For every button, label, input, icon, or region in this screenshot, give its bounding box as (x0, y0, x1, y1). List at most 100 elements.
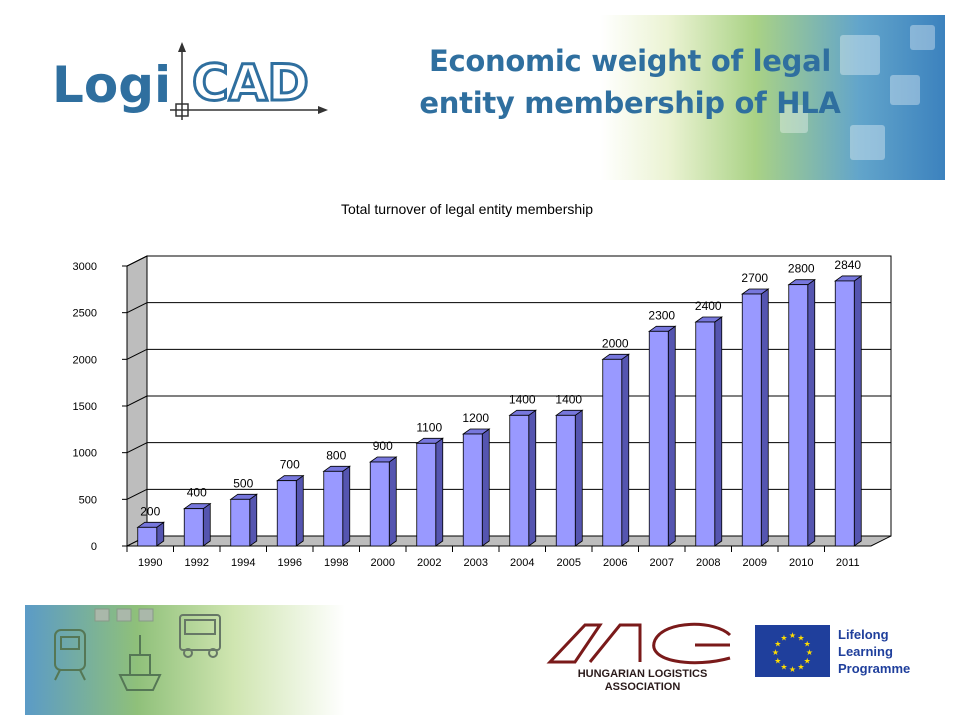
x-tick-label: 2002 (417, 557, 441, 569)
bar (276, 480, 297, 547)
gridline-side (126, 302, 148, 314)
y-tick-label: 0 (91, 541, 97, 553)
x-tick-label: 2003 (464, 557, 488, 569)
bar-side (202, 502, 211, 547)
eu-star-icon: ★ (789, 665, 796, 674)
gridline-side (126, 488, 148, 500)
x-tick-label: 1996 (278, 557, 302, 569)
gridline-side (126, 442, 148, 454)
chart-area: Total turnover of legal entity membershi… (20, 180, 935, 600)
llp-line-3: Programme (838, 661, 911, 676)
ship-icon (118, 635, 162, 691)
y-tick-label: 2000 (73, 354, 97, 366)
data-label: 500 (233, 476, 253, 490)
x-tick-label: 2005 (557, 557, 581, 569)
data-label: 2300 (648, 308, 675, 322)
data-label: 900 (373, 439, 393, 453)
llp-line-1: Lifelong (838, 627, 889, 642)
bar-chart: Total turnover of legal entity membershi… (73, 201, 892, 569)
bar (230, 498, 251, 547)
x-tick-label: 1990 (138, 557, 162, 569)
eu-flag-icon: ★ ★ ★ ★ ★ ★ ★ ★ ★ ★ ★ ★ (755, 625, 830, 677)
y-tick-label: 1500 (73, 401, 97, 413)
data-label: 2800 (788, 262, 815, 276)
bar-side (807, 278, 816, 547)
data-label: 2000 (602, 336, 629, 350)
hla-name: HUNGARIAN LOGISTICS ASSOCIATION (545, 668, 740, 694)
bar (323, 470, 344, 547)
bar (834, 280, 855, 547)
x-tick-label: 1992 (185, 557, 209, 569)
eu-star-icon: ★ (804, 640, 811, 649)
arrow-icons (94, 608, 154, 622)
hla-line-1: HUNGARIAN LOGISTICS (577, 668, 708, 680)
bar-side (574, 409, 583, 547)
bar-side (714, 316, 723, 547)
bar (462, 433, 483, 547)
x-tick-label: 2008 (696, 557, 720, 569)
data-label: 700 (280, 458, 300, 472)
data-label: 200 (140, 504, 160, 518)
bar-side (435, 437, 444, 547)
bar (509, 414, 530, 547)
eu-star-icon: ★ (806, 648, 813, 657)
hla-logo (546, 622, 732, 665)
eu-star-icon: ★ (797, 633, 804, 642)
train-icon (54, 629, 86, 681)
y-tick-label: 500 (79, 494, 97, 506)
bar (788, 284, 809, 547)
eu-star-icon: ★ (804, 657, 811, 666)
x-tick-label: 2000 (371, 557, 395, 569)
x-tick-label: 1998 (324, 557, 348, 569)
hla-line-2: ASSOCIATION (604, 681, 681, 693)
llp-logo-text: Lifelong Learning Programme (838, 626, 948, 677)
eu-star-icon: ★ (789, 631, 796, 640)
eu-star-icon: ★ (774, 657, 781, 666)
x-tick-label: 2011 (836, 557, 860, 569)
gridline-side (126, 255, 148, 267)
data-label: 1400 (555, 392, 582, 406)
x-tick-label: 2004 (510, 557, 534, 569)
bar-side (295, 474, 304, 547)
bar (602, 358, 623, 547)
bar-side (667, 325, 676, 547)
y-tick-label: 1000 (73, 448, 97, 460)
data-label: 1200 (462, 411, 489, 425)
bar-side (760, 288, 769, 547)
data-label: 2700 (741, 271, 768, 285)
data-label: 2400 (695, 299, 722, 313)
bar (137, 526, 158, 547)
bar (648, 330, 669, 547)
data-label: 1400 (509, 392, 536, 406)
page-title: Economic weight of legal entity membersh… (370, 40, 890, 124)
llp-line-2: Learning (838, 644, 893, 659)
title-line-2: entity membership of HLA (419, 86, 841, 120)
logicad-logo: Logi CAD (52, 42, 328, 120)
data-label: 800 (326, 448, 346, 462)
y-tick-label: 3000 (73, 261, 97, 273)
x-tick-label: 1994 (231, 557, 255, 569)
footer-transport-banner (25, 605, 345, 715)
chart-title: Total turnover of legal entity membershi… (341, 201, 593, 217)
eu-star-icon: ★ (774, 640, 781, 649)
x-tick-label: 2010 (789, 557, 813, 569)
bar (416, 442, 437, 547)
data-label: 2840 (834, 258, 861, 272)
bar (695, 321, 716, 547)
bar (555, 414, 576, 547)
data-label: 1100 (416, 420, 442, 434)
eu-star-icon: ★ (780, 633, 787, 642)
data-label: 400 (187, 486, 207, 500)
bar-side (249, 493, 258, 547)
gridline-side (126, 395, 148, 407)
bar-side (853, 275, 862, 547)
header-decoration (600, 15, 945, 180)
x-tick-label: 2006 (603, 557, 627, 569)
bar-side (481, 428, 490, 547)
eu-star-icon: ★ (780, 663, 787, 672)
x-tick-label: 2007 (650, 557, 674, 569)
logo-text-logi: Logi (52, 56, 171, 114)
y-tick-label: 2500 (73, 308, 97, 320)
bar (369, 461, 390, 547)
